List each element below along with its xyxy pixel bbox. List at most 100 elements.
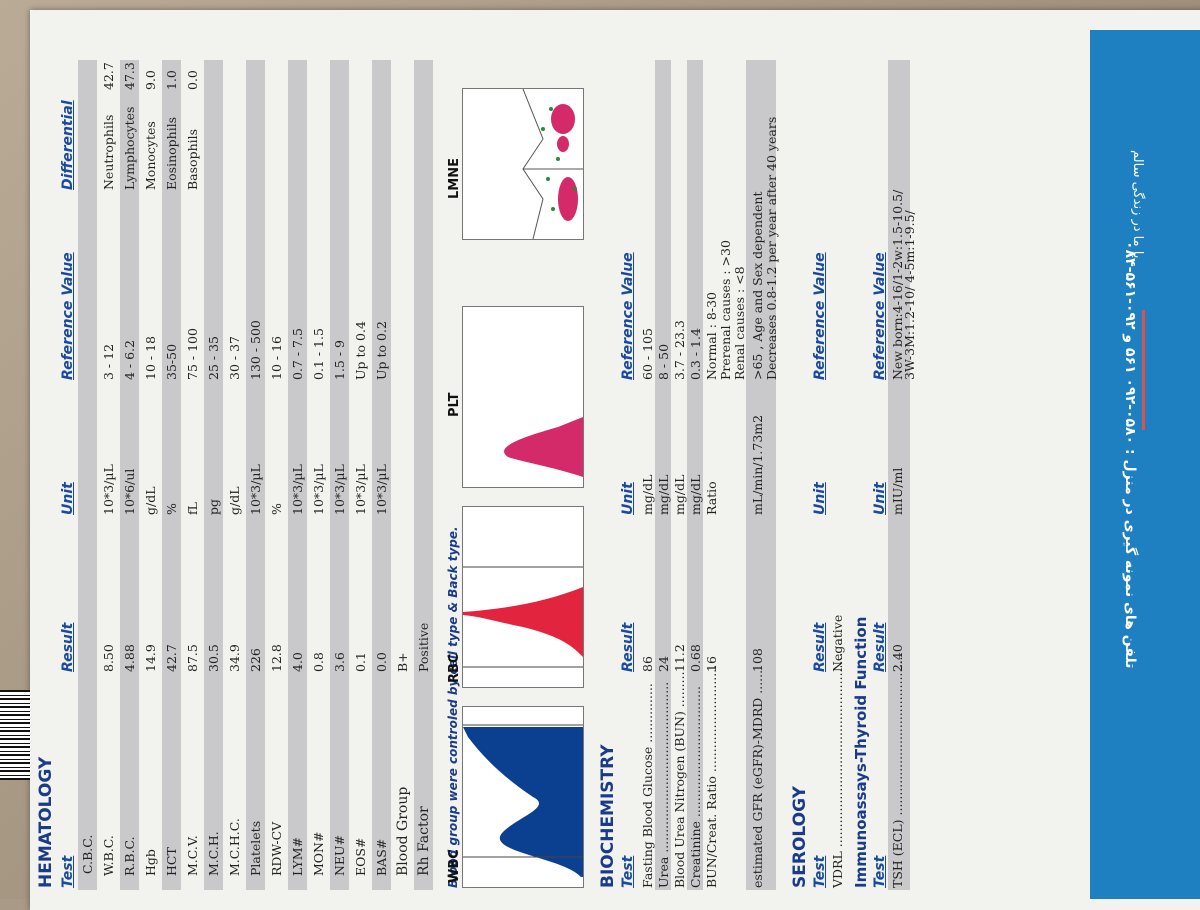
diff-name: Lymphocytes <box>122 106 137 190</box>
rbc-label: RBC <box>447 653 462 683</box>
immuno-header-ref: Reference Value <box>872 252 888 380</box>
hema-test: LYM# <box>290 836 305 876</box>
hema-test: Blood Group <box>395 786 411 876</box>
plt-histogram: PLT <box>447 306 584 488</box>
hema-unit: 10*3/µL <box>311 464 326 515</box>
hema-unit: 10*3/µL <box>374 464 389 515</box>
hema-header-result: Result <box>60 622 76 672</box>
vdrl-test: VDRL ...................................… <box>830 652 845 888</box>
hema-test: EOS# <box>353 837 368 876</box>
hema-result: 8.50 <box>101 644 116 672</box>
bio-test: Fasting Blood Glucose ............... <box>640 683 655 888</box>
immuno-header-unit: Unit <box>872 482 888 515</box>
hema-row-shade <box>204 60 223 890</box>
hema-ref: 130 - 500 <box>248 320 263 380</box>
hema-test: M.C.V. <box>185 835 200 876</box>
lmne-label: LMNE <box>447 158 462 199</box>
footer-accent-line <box>1142 310 1145 430</box>
egfr-test: estimated GFR (eGFR)-MDRD ....... <box>750 665 765 888</box>
bio-result: 16 <box>704 656 719 672</box>
bio-ref: 0.3 - 1.4 <box>688 328 703 380</box>
rbc-curve <box>463 587 583 657</box>
hema-test: M.C.H.C. <box>227 818 242 876</box>
bio-unit: mg/dL <box>672 474 687 515</box>
rbc-histogram: RBC <box>447 506 584 688</box>
hema-result: 12.8 <box>269 644 284 672</box>
hema-test: M.C.H. <box>206 831 221 876</box>
ratio-ref-line-3: Renal causes : <8 <box>732 266 747 380</box>
egfr-ref-2: Decreases 0.8-1.2 per year after 40 year… <box>764 116 779 380</box>
lab-report-page: HEMATOLOGY Test Result Unit Reference Va… <box>30 10 1200 910</box>
bio-ref: Normal : 8-30 <box>704 292 719 380</box>
bio-unit: mg/dL <box>688 474 703 515</box>
hema-test: Hgb <box>143 849 158 876</box>
diff-name: Neutrophils <box>101 114 116 190</box>
hema-header-ref: Reference Value <box>60 252 76 380</box>
hema-unit: 10*3/µL <box>332 464 347 515</box>
hema-unit: fL <box>185 502 200 515</box>
plt-curve <box>504 417 583 477</box>
immuno-header-test: Test <box>872 855 888 888</box>
bio-header-unit: Unit <box>620 482 636 515</box>
hema-result: 4.0 <box>290 652 305 672</box>
sero-header-unit: Unit <box>812 482 828 515</box>
bio-header-test: Test <box>620 855 636 888</box>
tsh-result: 2.40 <box>890 644 905 672</box>
footer-phone: تلفن های نمونه گیری در منزل : ۰۵۸۰-۰۹۲ ۵… <box>1122 240 1138 669</box>
plt-label: PLT <box>447 392 462 417</box>
bio-result: 11.2 <box>672 644 687 672</box>
bio-header-result: Result <box>620 622 636 672</box>
hema-ref: 4 - 6.2 <box>122 339 137 380</box>
footer-band: تلفن های نمونه گیری در منزل : ۰۵۸۰-۰۹۲ ۵… <box>1090 30 1200 899</box>
hema-result: 42.7 <box>164 644 179 672</box>
wbc-histogram: WBC <box>447 706 584 888</box>
hema-ref: Up to 0.2 <box>374 321 389 380</box>
hema-test: RDW-CV <box>269 821 284 876</box>
hema-ref: 30 - 37 <box>227 336 242 380</box>
diff-value: 1.0 <box>164 70 179 90</box>
hema-unit: 10*3/µL <box>248 464 263 515</box>
hema-result: 30.5 <box>206 644 221 672</box>
hema-ref: 10 - 18 <box>143 336 158 380</box>
bio-result: 24 <box>656 656 671 672</box>
hema-ref: 0.1 - 1.5 <box>311 328 326 380</box>
hema-test: Platelets <box>248 820 263 876</box>
hema-unit: 10*3/µL <box>353 464 368 515</box>
hema-ref: Up to 0.4 <box>353 321 368 380</box>
bio-test: BUN/Creat. Ratio .......................… <box>704 664 719 888</box>
hema-result: Positive <box>416 622 431 672</box>
bio-header-ref: Reference Value <box>620 252 636 380</box>
lmne-scatterplot: LMNE <box>447 88 584 240</box>
hema-test: NEU# <box>332 834 347 876</box>
hema-header-test: Test <box>60 855 76 888</box>
tsh-unit: mIU/ml <box>890 467 905 515</box>
hema-result: 0.1 <box>353 652 368 672</box>
hema-ref: 35-50 <box>164 343 179 380</box>
bio-unit: mg/dL <box>656 474 671 515</box>
hema-test: C.B.C. <box>80 834 95 874</box>
hema-result: 0.8 <box>311 652 326 672</box>
bio-result: 0.68 <box>688 644 703 672</box>
hema-result: 0.0 <box>374 652 389 672</box>
diff-value: 47.3 <box>122 62 137 90</box>
hema-unit: g/dL <box>227 486 242 515</box>
hema-unit: % <box>164 503 179 515</box>
biochemistry-title: BIOCHEMISTRY <box>598 744 618 888</box>
hema-unit: % <box>269 503 284 515</box>
hema-unit: g/dL <box>143 486 158 515</box>
blood-group-note: Blood group were controled by cell type … <box>446 526 460 888</box>
hema-result: 3.6 <box>332 652 347 672</box>
tsh-test: TSH (ECL) ..............................… <box>890 652 905 888</box>
diff-value: 42.7 <box>101 62 116 90</box>
hema-test: HCT <box>164 847 179 876</box>
immuno-title: Immunoassays-Thyroid Function <box>852 616 870 888</box>
hema-header-diff: Differential <box>60 100 76 190</box>
bio-test: Urea ...................................… <box>656 681 671 888</box>
immuno-header-result: Result <box>872 622 888 672</box>
hema-ref: 25 - 35 <box>206 336 221 380</box>
egfr-result: 108 <box>750 648 765 672</box>
hema-row-shade <box>414 60 433 890</box>
hema-test: R.B.C. <box>122 836 137 876</box>
tsh-ref-2: 3W-3M:1.2-10/ 4-5m:1-9.5/ <box>902 210 917 380</box>
hema-result: 4.88 <box>122 644 137 672</box>
